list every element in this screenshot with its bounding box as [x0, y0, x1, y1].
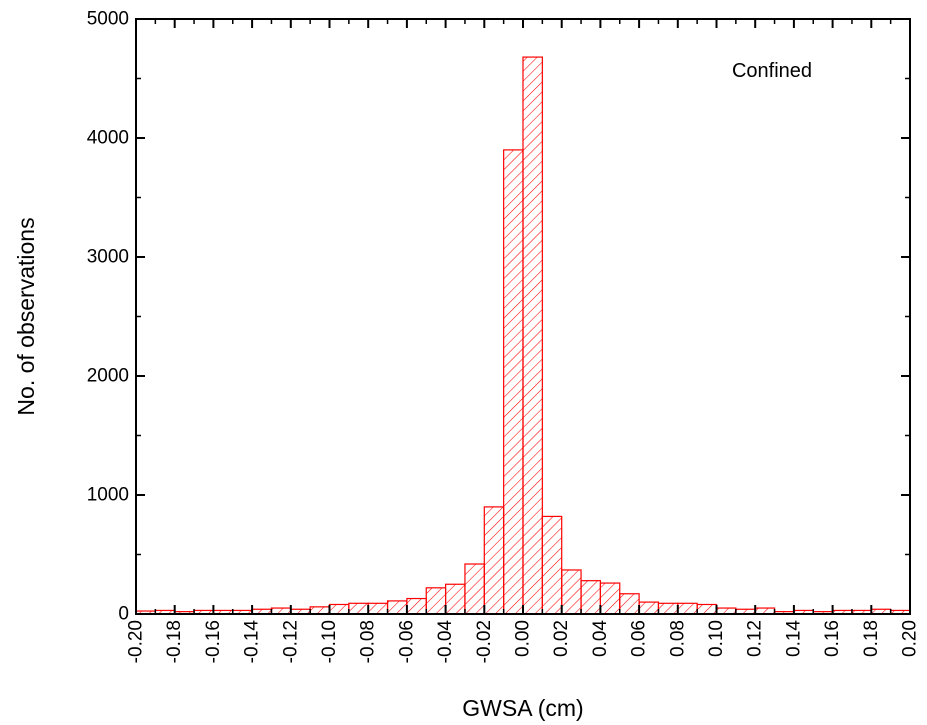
histogram-bar	[386, 600, 408, 615]
x-tick-label: 0.20	[900, 620, 921, 657]
histogram-bar	[541, 515, 563, 615]
x-tick-label: -0.04	[435, 620, 456, 664]
x-tick-label: 0.08	[667, 620, 688, 657]
histogram-bar	[309, 606, 331, 615]
y-tick-label: 1000	[87, 485, 129, 506]
tick-labels-group: -0.20 -0.18 -0.16 -0.14 -0.12 -0.10 -0.08 -0.06…	[87, 9, 921, 664]
histogram-bar	[638, 601, 660, 615]
histogram-bar	[522, 56, 543, 615]
x-tick-label: 0.18	[861, 620, 882, 657]
histogram-bar	[619, 593, 640, 615]
x-tick-label: -0.10	[319, 620, 340, 663]
x-tick-label: -0.16	[203, 620, 224, 663]
histogram-bar	[425, 587, 447, 615]
histogram-bar	[328, 603, 350, 615]
y-axis-label: No. of observations	[13, 217, 39, 415]
x-tick-label: 0.14	[783, 620, 804, 657]
y-tick-label: 0	[118, 604, 129, 625]
histogram-bar	[503, 149, 524, 615]
histogram-bar	[657, 602, 679, 615]
histogram-bar	[561, 569, 582, 615]
x-tick-label: -0.08	[358, 620, 379, 663]
histogram-bar	[483, 506, 505, 615]
histogram-bar	[464, 563, 485, 615]
x-tick-label: -0.02	[474, 620, 495, 663]
x-tick-label: -0.12	[280, 620, 301, 663]
x-tick-label: 0.00	[513, 620, 534, 657]
x-axis-label: GWSA (cm)	[462, 695, 583, 721]
x-tick-label: -0.14	[242, 620, 263, 664]
x-tick-label: 0.16	[822, 620, 843, 657]
histogram-bar	[348, 602, 369, 615]
x-tick-label: -0.18	[164, 620, 185, 663]
histogram-bar	[696, 603, 718, 615]
y-tick-label: 3000	[87, 247, 129, 268]
histogram-bar	[599, 582, 621, 615]
histogram-bar	[445, 583, 466, 615]
y-tick-label: 5000	[87, 9, 129, 30]
histogram-bar	[677, 602, 698, 615]
x-tick-label: 0.10	[706, 620, 727, 657]
histogram-bar	[580, 580, 601, 615]
x-tick-label: -0.20	[126, 620, 147, 663]
bars-group	[135, 56, 911, 615]
histogram-bar	[406, 597, 427, 615]
ticks-group	[135, 18, 911, 615]
annotation-confined: Confined	[732, 60, 812, 82]
x-tick-label: -0.06	[396, 620, 417, 663]
histogram-bar	[367, 602, 389, 615]
x-tick-label: 0.12	[745, 620, 766, 657]
x-tick-label: 0.04	[590, 620, 611, 657]
y-tick-label: 4000	[87, 128, 129, 149]
x-tick-label: 0.06	[629, 620, 650, 657]
x-tick-label: 0.02	[551, 620, 572, 657]
y-tick-label: 2000	[87, 366, 129, 387]
